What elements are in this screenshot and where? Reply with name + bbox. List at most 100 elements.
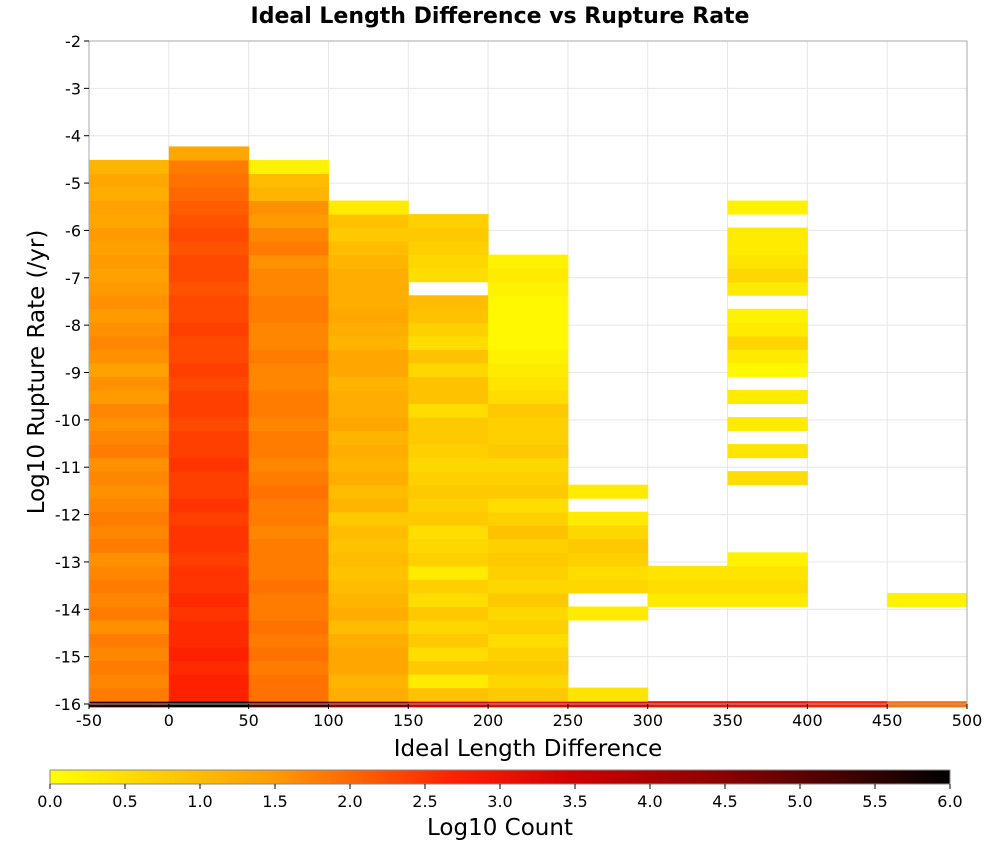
colorbar-label: Log10 Count bbox=[427, 815, 573, 841]
heatmap-cell bbox=[488, 471, 569, 486]
y-tick-label: -3 bbox=[65, 79, 81, 98]
heatmap-cell bbox=[488, 660, 569, 675]
heatmap-cell bbox=[248, 173, 329, 188]
heatmap-cell bbox=[408, 660, 489, 675]
heatmap-cell bbox=[328, 349, 409, 364]
y-tick-label: -13 bbox=[55, 553, 81, 572]
heatmap-cell bbox=[328, 471, 409, 486]
heatmap-cell bbox=[647, 592, 729, 607]
heatmap-cell bbox=[567, 552, 649, 567]
heatmap-cell bbox=[727, 592, 808, 607]
heatmap-cell bbox=[248, 525, 329, 540]
heatmap-cell bbox=[727, 268, 808, 283]
y-tick-label: -16 bbox=[55, 695, 81, 714]
heatmap-cell bbox=[567, 687, 649, 702]
heatmap-cell bbox=[408, 241, 489, 256]
heatmap-cell bbox=[248, 592, 329, 607]
heatmap-cell bbox=[488, 484, 569, 499]
heatmap-cell bbox=[89, 281, 170, 296]
heatmap-cell bbox=[168, 403, 250, 418]
heatmap-cell bbox=[89, 322, 170, 337]
heatmap-cell bbox=[328, 376, 409, 391]
heatmap-cell bbox=[248, 268, 329, 283]
heatmap-cell bbox=[89, 525, 170, 540]
heatmap-cell bbox=[89, 403, 170, 418]
heatmap-cell bbox=[248, 214, 329, 229]
heatmap-cell bbox=[168, 214, 250, 229]
heatmap-cell bbox=[408, 417, 489, 432]
heatmap-cell bbox=[168, 660, 250, 675]
heatmap-cell bbox=[328, 484, 409, 499]
heatmap-cell bbox=[89, 660, 170, 675]
heatmap-cell bbox=[488, 457, 569, 472]
x-tick-label: 500 bbox=[952, 711, 983, 730]
heatmap-cell bbox=[89, 606, 170, 621]
heatmap-cell bbox=[408, 430, 489, 445]
heatmap-cell bbox=[488, 389, 569, 404]
heatmap-cell bbox=[248, 241, 329, 256]
heatmap-cell bbox=[488, 295, 569, 310]
heatmap-cell bbox=[248, 498, 329, 513]
heatmap-cell bbox=[168, 633, 250, 648]
heatmap-cell bbox=[168, 525, 250, 540]
heatmap-cell bbox=[248, 579, 329, 594]
heatmap-cell bbox=[408, 633, 489, 648]
heatmap-cell bbox=[248, 647, 329, 662]
heatmap-cell bbox=[727, 579, 808, 594]
heatmap-cell bbox=[488, 592, 569, 607]
heatmap-cell bbox=[408, 525, 489, 540]
heatmap-cell bbox=[488, 376, 569, 391]
heatmap-cell bbox=[168, 538, 250, 553]
heatmap-cell bbox=[328, 403, 409, 418]
heatmap-cell bbox=[408, 322, 489, 337]
heatmap-cell bbox=[488, 619, 569, 635]
chart-title: Ideal Length Difference vs Rupture Rate bbox=[251, 4, 750, 29]
heatmap-cell bbox=[567, 525, 649, 540]
heatmap-cell bbox=[248, 511, 329, 526]
heatmap-cell bbox=[168, 592, 250, 607]
colorbar-tick-label: 2.0 bbox=[337, 792, 362, 811]
heatmap-cell bbox=[248, 376, 329, 391]
heatmap-cell bbox=[408, 335, 489, 350]
heatmap-cell bbox=[567, 538, 649, 553]
heatmap-cell bbox=[488, 349, 569, 364]
heatmap-cell bbox=[248, 335, 329, 350]
heatmap-cell bbox=[408, 552, 489, 567]
heatmap-cell bbox=[328, 538, 409, 553]
heatmap-cell bbox=[168, 335, 250, 350]
heatmap-cell bbox=[248, 606, 329, 621]
colorbar bbox=[49, 769, 951, 785]
heatmap-cell bbox=[408, 254, 489, 269]
heatmap-cell bbox=[248, 322, 329, 337]
colorbar-tick-label: 0.5 bbox=[112, 792, 137, 811]
heatmap-cell bbox=[567, 511, 649, 526]
heatmap-cell bbox=[168, 619, 250, 635]
heatmap-cell bbox=[168, 376, 250, 391]
y-tick-label: -11 bbox=[55, 458, 81, 477]
heatmap-cell bbox=[328, 592, 409, 607]
y-tick-label: -15 bbox=[55, 648, 81, 667]
heatmap-cell bbox=[89, 254, 170, 269]
heatmap-cell bbox=[168, 511, 250, 526]
heatmap-cell bbox=[727, 417, 808, 432]
heatmap-cell bbox=[727, 565, 808, 580]
heatmap-cell bbox=[727, 335, 808, 350]
heatmap-cell bbox=[328, 389, 409, 404]
heatmap-cell bbox=[328, 241, 409, 256]
heatmap-cell bbox=[408, 647, 489, 662]
colorbar-tick-label: 0.0 bbox=[37, 792, 62, 811]
heatmap-cell bbox=[248, 538, 329, 553]
heatmap-cell bbox=[168, 281, 250, 296]
x-tick-label: 0 bbox=[164, 711, 174, 730]
heatmap-cell bbox=[727, 241, 808, 256]
heatmap-cell bbox=[89, 362, 170, 377]
heatmap-cell bbox=[488, 322, 569, 337]
heatmap-cell bbox=[408, 268, 489, 283]
heatmap-cell bbox=[168, 484, 250, 499]
heatmap-cell bbox=[168, 241, 250, 256]
heatmap-cell bbox=[168, 417, 250, 432]
heatmap-cell bbox=[168, 308, 250, 323]
heatmap-cell bbox=[168, 565, 250, 580]
heatmap-cell bbox=[248, 362, 329, 377]
